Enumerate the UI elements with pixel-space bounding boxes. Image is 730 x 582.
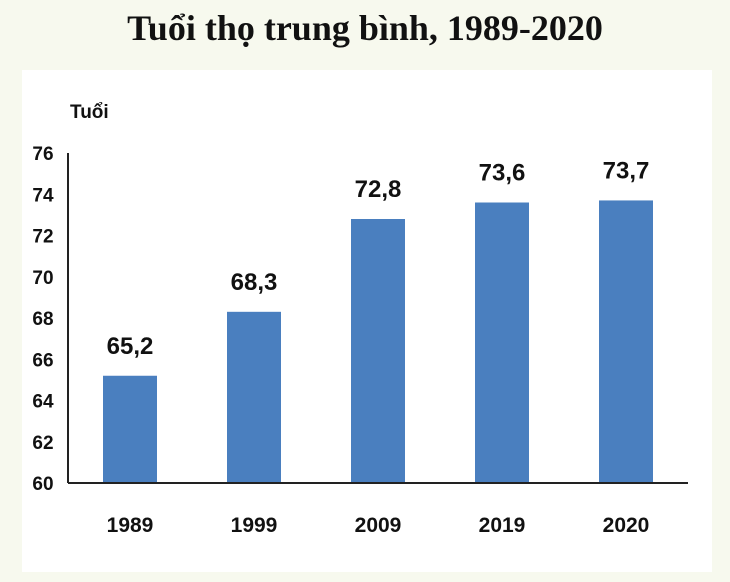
- x-tick-label: 1989: [107, 514, 154, 537]
- bar: [103, 375, 157, 483]
- data-label: 65,2: [107, 333, 154, 360]
- bar-chart: Tuổi 60 62 64 66 68 70 72 74 76 65,2 68,3 72,8 73,6…: [32, 102, 688, 537]
- y-tick-label: 60: [32, 474, 53, 495]
- data-label: 73,6: [479, 160, 526, 187]
- y-tick-label: 72: [32, 227, 53, 248]
- y-axis-label: Tuổi: [70, 102, 109, 123]
- data-label: 73,7: [603, 157, 650, 184]
- bar: [227, 311, 281, 483]
- y-tick-label: 62: [32, 433, 53, 454]
- data-labels: 65,2 68,3 72,8 73,6 73,7: [107, 157, 650, 359]
- x-axis-ticks: 1989 1999 2009 2019 2020: [107, 514, 650, 537]
- y-tick-label: 70: [32, 268, 53, 289]
- y-axis-ticks: 60 62 64 66 68 70 72 74 76: [32, 144, 54, 495]
- bars: [103, 200, 653, 483]
- bar: [599, 200, 653, 483]
- data-label: 68,3: [231, 269, 278, 296]
- x-tick-label: 1999: [231, 514, 278, 537]
- y-tick-label: 76: [32, 144, 53, 165]
- y-tick-label: 74: [32, 185, 54, 206]
- y-tick-label: 68: [32, 309, 53, 330]
- x-tick-label: 2019: [479, 514, 526, 537]
- data-label: 72,8: [355, 176, 402, 203]
- x-tick-label: 2009: [355, 514, 402, 537]
- bar: [351, 219, 405, 483]
- chart-panel: Tuổi 60 62 64 66 68 70 72 74 76 65,2 68,3 72,8 73,6…: [22, 70, 712, 572]
- x-tick-label: 2020: [603, 514, 650, 537]
- bar: [475, 202, 529, 483]
- y-tick-label: 66: [32, 350, 53, 371]
- y-tick-label: 64: [32, 392, 54, 413]
- chart-title: Tuổi thọ trung bình, 1989-2020: [127, 8, 603, 48]
- axes: [67, 153, 688, 484]
